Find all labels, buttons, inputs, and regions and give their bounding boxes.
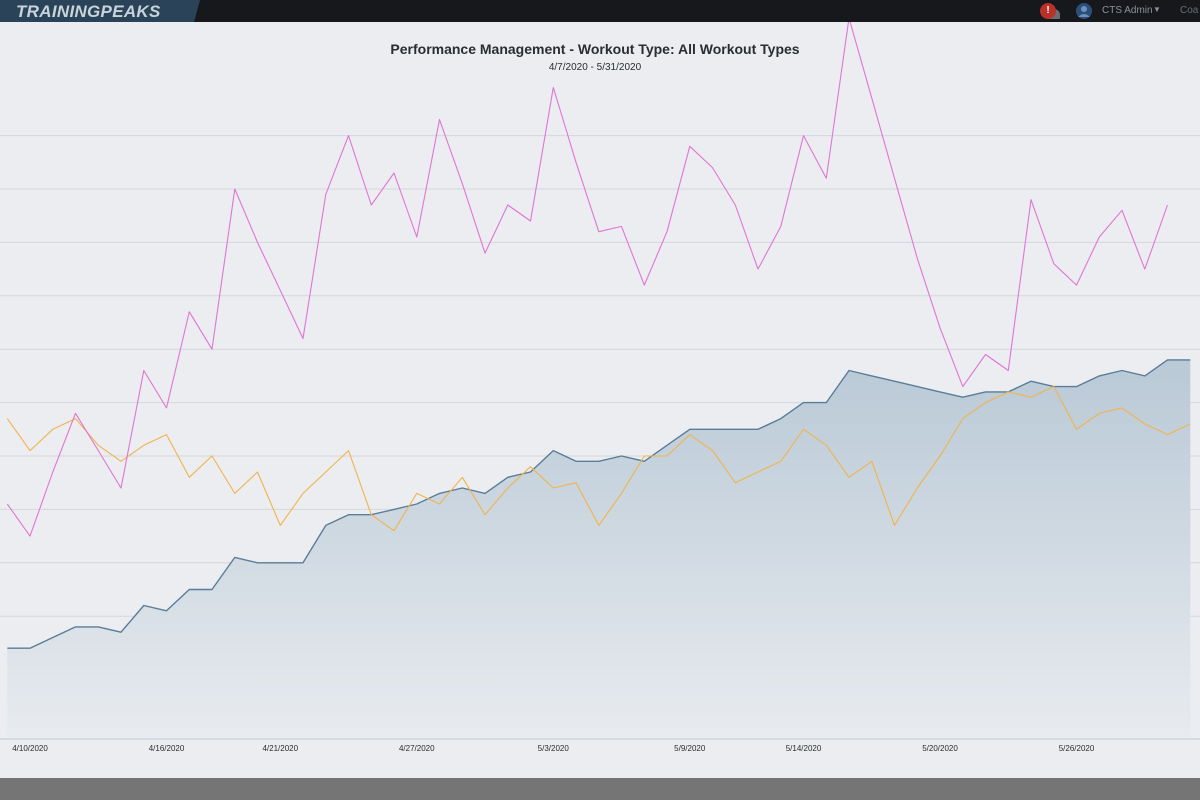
performance-management-chart[interactable]: 4/10/2020 4/16/2020 4/21/2020 4/27/2020 5/3/… [0,22,1200,778]
chevron-down-icon[interactable]: ▼ [1153,5,1161,14]
account-name[interactable]: CTS Admin [1102,5,1153,16]
chart-title: Performance Management - Workout Type: A… [390,41,800,57]
fatigue-line[interactable] [6,22,1169,537]
account-avatar-icon[interactable] [1074,2,1094,20]
x-tick-label: 4/27/2020 [399,744,435,753]
x-tick-label: 5/20/2020 [922,744,958,753]
chart-date-range: 4/7/2020 - 5/31/2020 [548,62,642,73]
x-tick-label: 5/9/2020 [674,744,706,753]
x-tick-label: 5/3/2020 [538,744,570,753]
coach-menu-link[interactable]: Coa [1180,5,1199,16]
fitness-area [7,359,1191,739]
trainingpeaks-logo[interactable]: TRAININGPEAKS [16,2,161,21]
bottom-bar [0,778,1200,800]
logo-tab[interactable]: TRAININGPEAKS [0,0,200,22]
form-line[interactable] [6,386,1191,532]
x-tick-label: 4/16/2020 [149,744,185,753]
fitness-area-layer [7,359,1191,739]
x-tick-label: 4/21/2020 [262,744,298,753]
x-tick-label: 4/10/2020 [12,744,48,753]
x-tick-label: 5/14/2020 [786,744,822,753]
series-lines-layer [6,22,1191,649]
notification-badge[interactable]: ! [1040,3,1056,19]
top-navigation-bar: TRAININGPEAKS ! CTS Admin ▼ Coa [0,0,1200,22]
x-axis: 4/10/2020 4/16/2020 4/21/2020 4/27/2020 5/3/… [0,738,1200,753]
fitness-line[interactable] [7,359,1191,649]
x-tick-label: 5/26/2020 [1059,744,1095,753]
